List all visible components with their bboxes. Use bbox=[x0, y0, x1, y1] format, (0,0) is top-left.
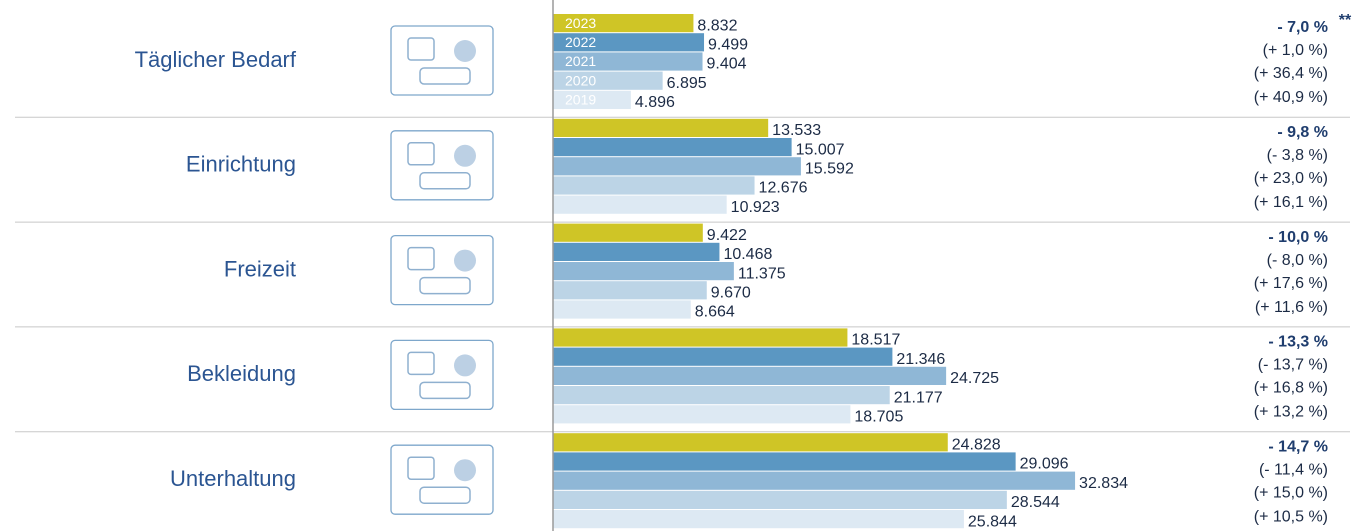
value-label: 12.676 bbox=[759, 180, 808, 197]
legend-label: 2020 bbox=[565, 72, 596, 88]
value-label: 24.828 bbox=[952, 437, 1001, 454]
change-label: (+ 1,0 %) bbox=[1263, 42, 1328, 59]
bar bbox=[553, 176, 755, 195]
icon-shape bbox=[419, 67, 471, 85]
value-label: 28.544 bbox=[1011, 494, 1060, 511]
bar bbox=[553, 510, 964, 529]
value-label: 13.533 bbox=[772, 122, 821, 139]
bar bbox=[553, 386, 890, 405]
value-label: 11.375 bbox=[738, 265, 786, 282]
value-label: 10.468 bbox=[723, 246, 772, 263]
bar bbox=[553, 223, 703, 242]
category-label: Unterhaltung bbox=[170, 466, 296, 491]
icon-shape bbox=[419, 172, 471, 190]
bar bbox=[553, 300, 691, 319]
value-label: 21.177 bbox=[894, 389, 943, 406]
bar bbox=[553, 433, 948, 452]
value-label: 8.664 bbox=[695, 304, 735, 321]
value-label: 15.007 bbox=[796, 141, 845, 158]
change-label: (+ 17,6 %) bbox=[1254, 275, 1328, 292]
change-label: (- 11,4 %) bbox=[1259, 461, 1328, 478]
bar bbox=[553, 14, 694, 33]
change-label-main: - 10,0 % bbox=[1268, 229, 1328, 246]
value-label: 4.896 bbox=[635, 94, 675, 111]
icon-shape bbox=[407, 37, 435, 61]
change-label: (+ 10,5 %) bbox=[1254, 508, 1328, 525]
bar bbox=[553, 157, 801, 176]
icon-shape bbox=[407, 351, 435, 376]
bar bbox=[553, 242, 720, 261]
value-label: 29.096 bbox=[1020, 456, 1069, 473]
icon-shape bbox=[454, 354, 476, 377]
bar bbox=[553, 281, 707, 300]
change-label: (- 8,0 %) bbox=[1267, 252, 1328, 269]
legend-label: 2019 bbox=[565, 92, 596, 108]
bar bbox=[553, 118, 769, 137]
bar bbox=[553, 328, 848, 347]
icon-shape bbox=[407, 456, 435, 480]
icon-shape bbox=[407, 142, 435, 166]
value-label: 9.499 bbox=[708, 37, 748, 54]
icon-shape bbox=[454, 144, 476, 167]
bar bbox=[553, 452, 1016, 471]
value-label: 9.422 bbox=[707, 227, 747, 244]
change-label: (- 3,8 %) bbox=[1267, 147, 1328, 164]
legend-label: 2022 bbox=[565, 34, 596, 50]
bar bbox=[553, 138, 792, 157]
value-label: 8.832 bbox=[697, 17, 737, 34]
change-label: (+ 13,2 %) bbox=[1254, 404, 1328, 421]
bar bbox=[553, 471, 1076, 490]
value-label: 21.346 bbox=[896, 351, 945, 368]
icon-shape bbox=[419, 486, 471, 504]
change-label: (+ 36,4 %) bbox=[1254, 65, 1328, 82]
change-label: (+ 23,0 %) bbox=[1254, 170, 1328, 187]
change-label: (- 13,7 %) bbox=[1258, 357, 1328, 374]
value-label: 15.592 bbox=[805, 161, 854, 178]
change-label-main: - 7,0 % bbox=[1277, 19, 1328, 36]
bar bbox=[553, 195, 727, 214]
value-label: 25.844 bbox=[968, 513, 1017, 530]
bar bbox=[553, 262, 734, 281]
value-label: 24.725 bbox=[950, 370, 999, 387]
category-label: Bekleidung bbox=[187, 361, 296, 386]
change-label: (+ 16,1 %) bbox=[1254, 194, 1328, 211]
bar bbox=[553, 90, 631, 109]
icon-shape bbox=[419, 276, 471, 295]
category-label: Freizeit bbox=[224, 256, 296, 281]
change-label-main: - 13,3 % bbox=[1268, 334, 1328, 351]
value-label: 9.670 bbox=[711, 285, 751, 302]
bar bbox=[553, 405, 851, 424]
bar bbox=[553, 366, 947, 385]
value-label: 10.923 bbox=[731, 199, 780, 216]
change-label: (+ 11,6 %) bbox=[1255, 299, 1328, 316]
change-label: (+ 15,0 %) bbox=[1254, 484, 1328, 501]
icon-shape bbox=[454, 249, 476, 272]
category-label: Einrichtung bbox=[186, 152, 296, 177]
value-label: 6.895 bbox=[667, 75, 707, 92]
icon-shape bbox=[454, 40, 476, 62]
value-label: 18.517 bbox=[851, 332, 900, 349]
value-label: 18.705 bbox=[854, 409, 903, 426]
change-label-main: - 14,7 % bbox=[1268, 438, 1328, 455]
value-label: 9.404 bbox=[707, 56, 747, 73]
icon-shape bbox=[407, 246, 435, 271]
legend-label: 2021 bbox=[565, 53, 596, 69]
bar bbox=[553, 33, 705, 52]
annotation: ** bbox=[1339, 12, 1352, 29]
icon-shape bbox=[419, 381, 471, 400]
icon-shape bbox=[454, 459, 476, 482]
category-label: Täglicher Bedarf bbox=[135, 47, 297, 72]
change-label-main: - 9,8 % bbox=[1277, 124, 1328, 141]
bar bbox=[553, 71, 663, 90]
legend-label: 2023 bbox=[565, 15, 596, 31]
bar bbox=[553, 490, 1007, 509]
bar bbox=[553, 347, 893, 366]
bar bbox=[553, 52, 703, 71]
change-label: (+ 40,9 %) bbox=[1254, 89, 1328, 106]
value-label: 32.834 bbox=[1079, 475, 1128, 492]
change-label: (+ 16,8 %) bbox=[1254, 380, 1328, 397]
